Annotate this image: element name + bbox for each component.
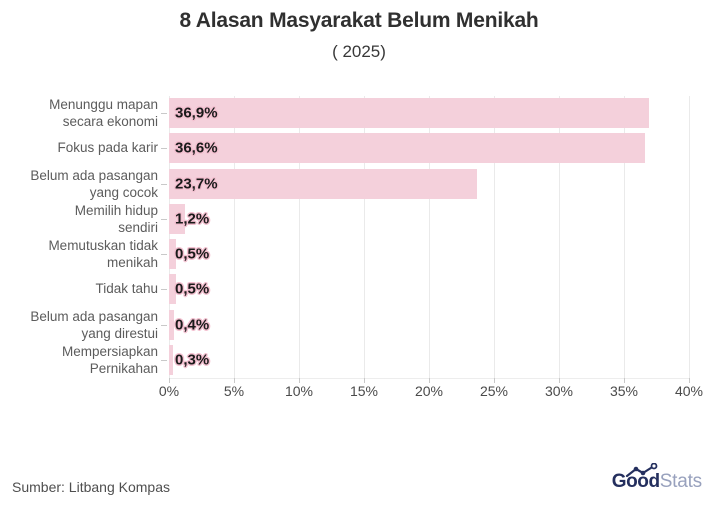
x-tick-label: 30% [544,383,574,399]
x-tick-label: 10% [284,383,314,399]
bar-row: 0,3% [169,345,689,375]
gridline [689,96,690,378]
category-tick-mark [161,219,167,220]
bar-value-label: 23,7% [175,175,218,193]
category-label: Memilih hidup sendiri [74,202,158,236]
gridline [169,96,170,378]
bar-row: 1,2% [169,204,689,234]
gridline [364,96,365,378]
bar-row: 36,6% [169,133,689,163]
category-label: Fokus pada karir [57,140,158,156]
gridline [624,96,625,378]
bar [169,133,645,163]
bar-row: 23,7% [169,169,689,199]
x-tick-mark [494,378,495,383]
x-tick-label: 0% [158,383,180,399]
x-tick-mark [624,378,625,383]
bar-chart: Menunggu mapan secara ekonomi Fokus pada … [0,96,718,408]
bar [169,310,175,340]
x-tick-mark [364,378,365,383]
bar [169,274,176,304]
gridline [559,96,560,378]
bar-value-label: 1,2% [175,210,210,228]
bar-row: 36,9% [169,98,689,128]
category-label: Menunggu mapan secara ekonomi [49,96,158,130]
x-tick-mark [169,378,170,383]
bar [169,345,173,375]
category-tick-mark [161,113,167,114]
bar-value-label: 36,6% [175,139,218,157]
category-tick-mark [161,289,167,290]
bar [169,239,176,269]
category-tick-mark [161,325,167,326]
category-axis: Menunggu mapan secara ekonomi Fokus pada … [0,96,158,378]
x-tick-label: 15% [349,383,379,399]
x-tick-mark [299,378,300,383]
bar-value-label: 0,4% [175,316,210,334]
bar-row: 0,4% [169,310,689,340]
chart-subtitle: ( 2025) [332,42,386,61]
category-label: Belum ada pasangan yang cocok [30,167,158,201]
bar-value-label: 36,9% [175,104,218,122]
x-tick-label: 20% [414,383,444,399]
plot-area: 0% 5% 10% 15% 20% 25% 30% 35% 40% 36,9% 36,6% 23,7%… [159,96,703,399]
bar [169,169,478,199]
bar-value-label: 0,5% [175,280,210,298]
gridline [429,96,430,378]
category-label: Belum ada pasangan yang direstui [30,308,158,342]
x-tick-mark [234,378,235,383]
category-tick-mark [161,148,167,149]
gridline [494,96,495,378]
bar [169,98,649,128]
chart-title: 8 Alasan Masyarakat Belum Menikah [179,9,539,32]
logo-sparkline-icon [625,463,658,478]
gridline [234,96,235,378]
x-tick-label: 25% [479,383,509,399]
bar [169,204,185,234]
bar-value-label: 0,3% [175,351,210,369]
x-tick-label: 40% [674,383,704,399]
category-tick-mark [161,360,167,361]
x-tick-label: 5% [223,383,245,399]
category-label: Mempersiapkan Pernikahan [61,343,158,377]
bar-row: 0,5% [169,239,689,269]
x-tick-mark [559,378,560,383]
x-tick-mark [689,378,690,383]
category-label: Memutuskan tidak menikah [48,237,158,271]
bar-row: 0,5% [169,274,689,304]
logo-text-stats: Stats [659,471,703,492]
x-tick-mark [429,378,430,383]
category-tick-mark [161,184,167,185]
bar-value-label: 0,5% [175,245,210,263]
gridline [299,96,300,378]
category-label: Tidak tahu [95,281,158,297]
logo-text-good: Good [611,471,660,492]
x-tick-label: 35% [609,383,639,399]
category-tick-mark [161,254,167,255]
source-attribution: Sumber: Litbang Kompas [12,479,170,495]
goodstats-logo: GoodStats [611,463,703,496]
